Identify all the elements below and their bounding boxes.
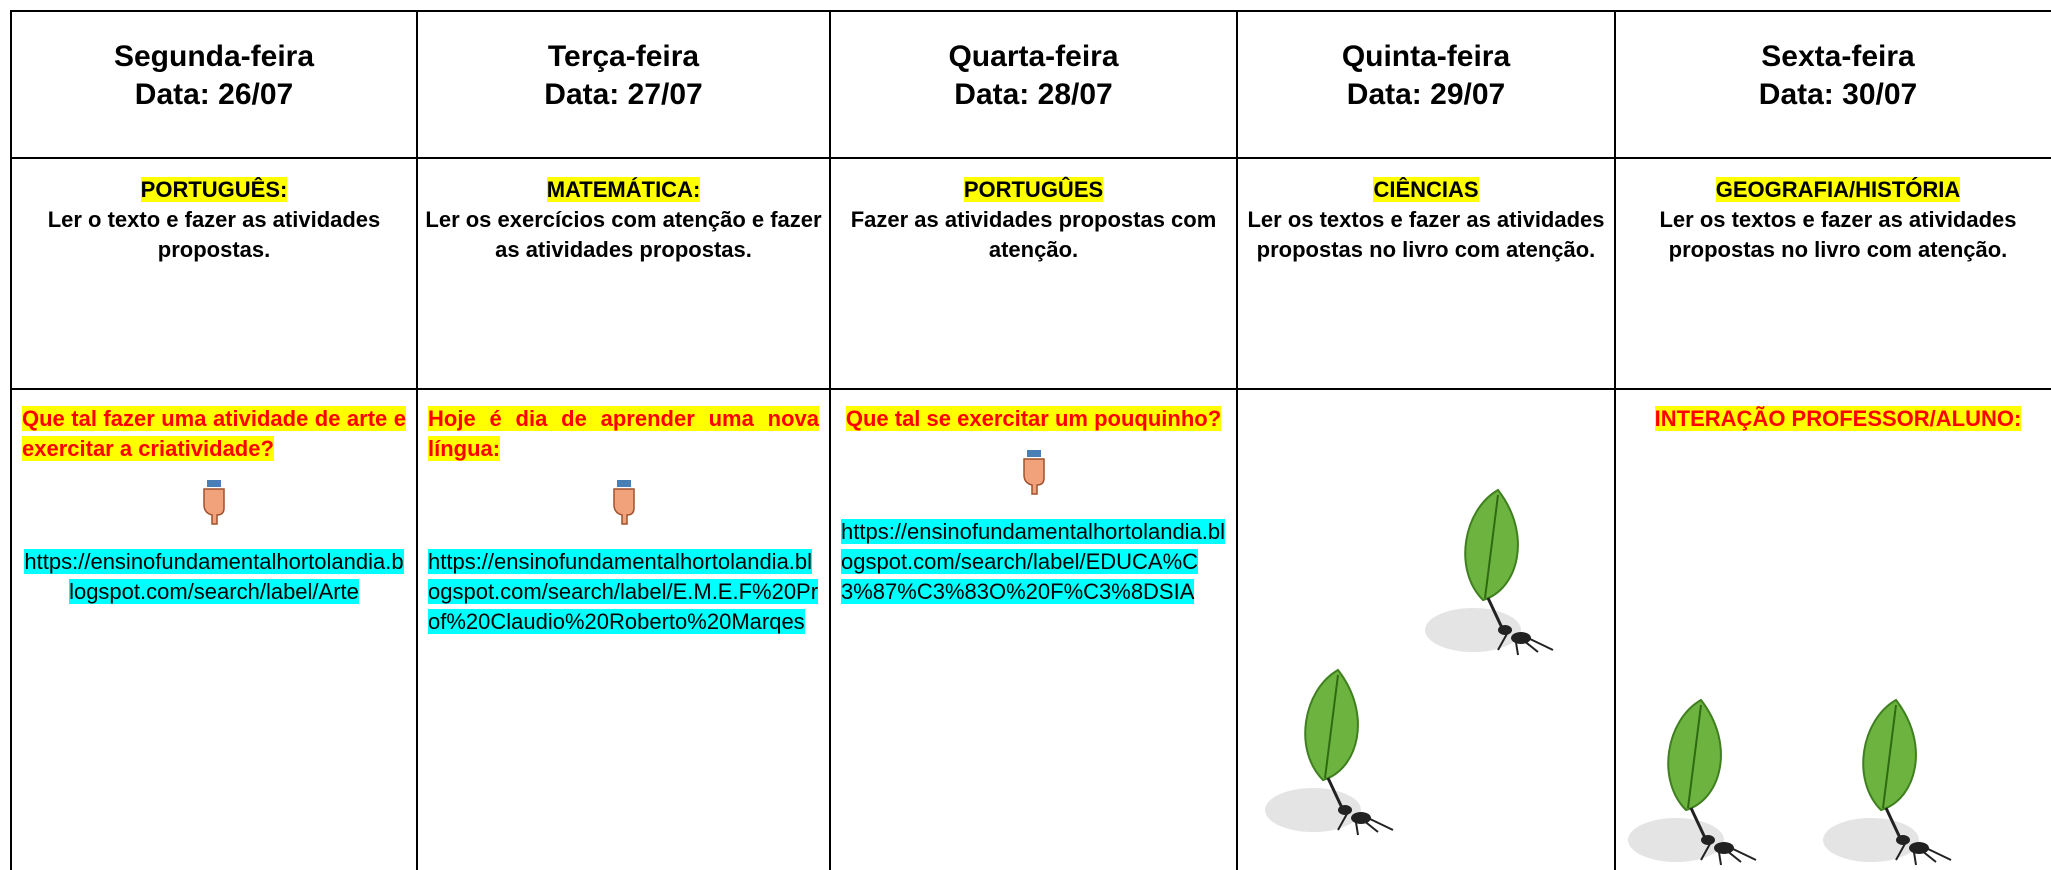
- prompt: INTERAÇÃO PROFESSOR/ALUNO:: [1626, 404, 2050, 434]
- leaf-ant-image: [1621, 690, 1781, 870]
- table-cell: PORTUGUÊS: Ler o texto e fazer as ativida…: [10, 157, 416, 388]
- leaf-ant-image: [1258, 660, 1418, 850]
- day-name: Terça-feira: [547, 40, 700, 73]
- leaf-ant-image: [1418, 480, 1578, 670]
- table-cell: Terça-feira Data: 27/07: [416, 10, 829, 157]
- table-cell: INTERAÇÃO PROFESSOR/ALUNO:: [1614, 388, 2051, 870]
- table-cell: PORTUGÛES Fazer as atividades propostas c…: [829, 157, 1236, 388]
- table-cell: MATEMÁTICA: Ler os exercícios com atenção…: [416, 157, 829, 388]
- subject: PORTUGÛES: [963, 177, 1104, 202]
- link-wrap: https://ensinofundamentalhortolandia.blo…: [22, 547, 406, 607]
- table-cell: Que tal se exercitar um pouquinho? https:…: [829, 388, 1236, 870]
- table-cell: Segunda-feira Data: 26/07: [10, 10, 416, 157]
- day-name: Segunda-feira: [113, 40, 315, 73]
- table-cell: [1236, 388, 1614, 870]
- link-wrap: https://ensinofundamentalhortolandia.blo…: [428, 547, 819, 637]
- table-cell: Quinta-feira Data: 29/07: [1236, 10, 1614, 157]
- table-cell: Sexta-feira Data: 30/07: [1614, 10, 2051, 157]
- prompt-text: Que tal se exercitar um pouquinho?: [845, 406, 1222, 431]
- day-name: Quinta-feira: [1341, 40, 1511, 73]
- prompt-text: Hoje é dia de aprender uma nova língua:: [428, 406, 819, 461]
- subject: CIÊNCIAS: [1373, 177, 1479, 202]
- day-date: Data: 27/07: [544, 78, 703, 111]
- task: Fazer as atividades propostas com atençã…: [850, 207, 1217, 262]
- table-cell: Hoje é dia de aprender uma nova língua: h…: [416, 388, 829, 870]
- table-cell: CIÊNCIAS Ler os textos e fazer as ativida…: [1236, 157, 1614, 388]
- task: Ler os exercícios com atenção e fazer as…: [425, 207, 822, 262]
- task: Ler o texto e fazer as atividades propos…: [47, 207, 381, 262]
- leaf-ant-image: [1816, 690, 1976, 870]
- task: Ler os textos e fazer as atividades prop…: [1659, 207, 2017, 262]
- table-cell: Que tal fazer uma atividade de arte e ex…: [10, 388, 416, 870]
- pointing-hand: [199, 480, 229, 525]
- subject: MATEMÁTICA:: [546, 177, 701, 202]
- prompt: Hoje é dia de aprender uma nova língua:: [428, 404, 819, 464]
- subject: GEOGRAFIA/HISTÓRIA: [1715, 177, 1961, 202]
- pointing-hand: [1019, 450, 1049, 495]
- link[interactable]: https://ensinofundamentalhortolandia.blo…: [428, 549, 819, 634]
- table-cell: Quarta-feira Data: 28/07: [829, 10, 1236, 157]
- prompt-text: Que tal fazer uma atividade de arte e ex…: [22, 406, 406, 461]
- pointing-hand: [609, 480, 639, 525]
- task: Ler os textos e fazer as atividades prop…: [1247, 207, 1605, 262]
- day-date: Data: 29/07: [1346, 78, 1506, 111]
- subject: PORTUGUÊS:: [140, 177, 288, 202]
- day-date: Data: 26/07: [134, 78, 294, 111]
- day-date: Data: 28/07: [954, 78, 1113, 111]
- prompt-text: INTERAÇÃO PROFESSOR/ALUNO:: [1654, 406, 2022, 431]
- day-name: Quarta-feira: [948, 40, 1119, 73]
- day-date: Data: 30/07: [1758, 78, 1918, 111]
- day-name: Sexta-feira: [1761, 40, 1915, 73]
- link[interactable]: https://ensinofundamentalhortolandia.blo…: [841, 519, 1226, 604]
- prompt: Que tal se exercitar um pouquinho?: [841, 404, 1226, 434]
- link[interactable]: https://ensinofundamentalhortolandia.blo…: [24, 549, 404, 604]
- prompt: Que tal fazer uma atividade de arte e ex…: [22, 404, 406, 464]
- link-wrap: https://ensinofundamentalhortolandia.blo…: [841, 517, 1226, 607]
- table-cell: GEOGRAFIA/HISTÓRIA Ler os textos e fazer …: [1614, 157, 2051, 388]
